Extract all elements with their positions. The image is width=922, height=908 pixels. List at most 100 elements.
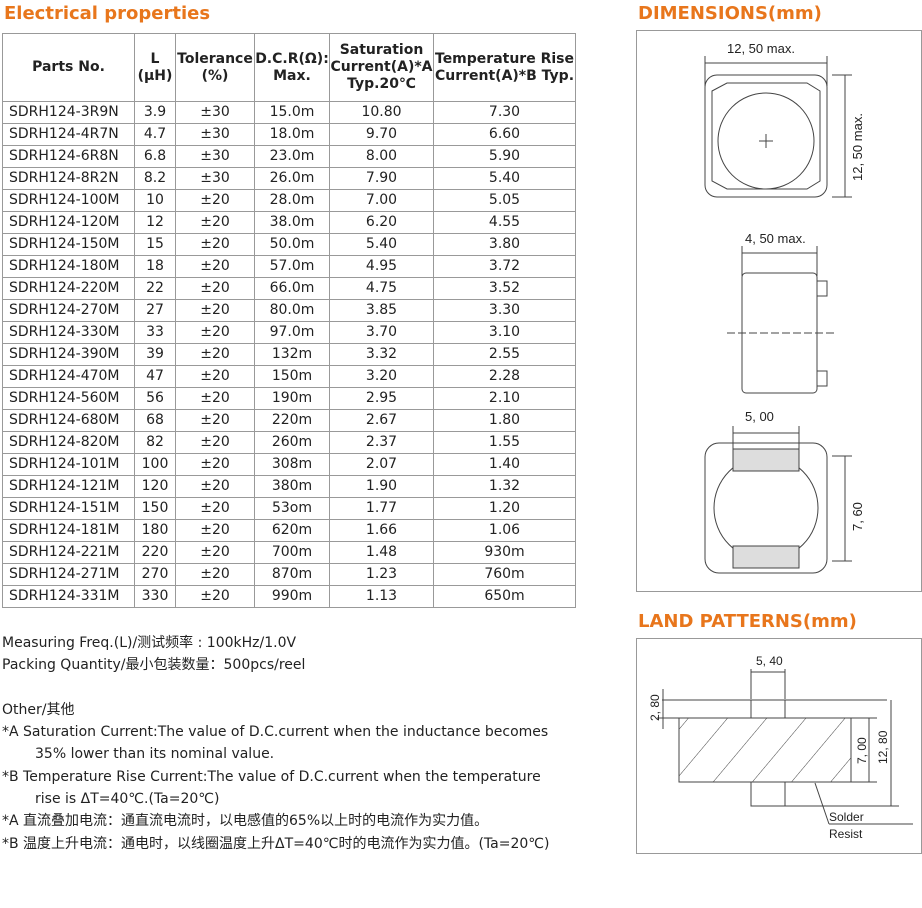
table-row: SDRH124-180M 18 ±20 57.0m 4.95 3.72 — [2, 255, 576, 278]
table-cell: SDRH124-3R9N — [2, 101, 135, 124]
table-cell: 22 — [134, 277, 176, 300]
table-cell: 2.28 — [433, 365, 576, 388]
table-cell: SDRH124-181M — [2, 519, 135, 542]
note-a-cn: *A 直流叠加电流：通直流电流时，以电感值的65%以上时的电流作为实力值。 — [2, 813, 489, 830]
table-row: SDRH124-220M 22 ±20 66.0m 4.75 3.52 — [2, 277, 576, 300]
table-cell: 7.90 — [329, 167, 434, 190]
packing-quantity: Packing Quantity/最小包装数量：500pcs/reel — [2, 657, 306, 674]
table-cell: 4.95 — [329, 255, 434, 278]
table-cell: 2.10 — [433, 387, 576, 410]
land-patterns-drawing: 5, 40 2, 80 7, 00 12, 80 Solder Resist — [636, 638, 922, 854]
table-cell: 57.0m — [254, 255, 330, 278]
table-row: SDRH124-680M 68 ±20 220m 2.67 1.80 — [2, 409, 576, 432]
table-cell: ±20 — [175, 321, 255, 344]
table-cell: 270 — [134, 563, 176, 586]
table-cell: 15.0m — [254, 101, 330, 124]
table-cell: SDRH124-150M — [2, 233, 135, 256]
table-cell: 80.0m — [254, 299, 330, 322]
notes: Measuring Freq.(L)/测试频率 : 100kHz/1.0V Pa… — [2, 632, 549, 855]
note-b-cont: rise is ΔT=40℃.(Ta=20℃) — [35, 791, 220, 808]
table-cell: 1.20 — [433, 497, 576, 520]
table-cell: ±20 — [175, 453, 255, 476]
note-b-cn: *B 温度上升电流：通电时，以线圈温度上升ΔT=40℃时的电流作为实力值。(Ta… — [2, 835, 550, 852]
table-row: SDRH124-181M 180 ±20 620m 1.66 1.06 — [2, 519, 576, 542]
dimensions-drawing: 12, 50 max. 12, 50 max. 4, 50 max. 5, 00… — [636, 30, 922, 592]
dim-pad-width-label: 5, 00 — [745, 409, 774, 424]
table-cell: 33 — [134, 321, 176, 344]
table-row: SDRH124-120M 12 ±20 38.0m 6.20 4.55 — [2, 211, 576, 234]
table-cell: ±20 — [175, 409, 255, 432]
table-cell: 870m — [254, 563, 330, 586]
table-cell: 9.70 — [329, 123, 434, 146]
table-cell: 56 — [134, 387, 176, 410]
table-cell: 18.0m — [254, 123, 330, 146]
table-cell: 120 — [134, 475, 176, 498]
table-cell: 132m — [254, 343, 330, 366]
electrical-properties-table: Parts No. L (μH) Tolerance (%) D.C.R(Ω): Ma… — [2, 33, 576, 608]
note-a: *A Saturation Current:The value of D.C.c… — [2, 724, 549, 741]
table-cell: SDRH124-330M — [2, 321, 135, 344]
table-cell: 82 — [134, 431, 176, 454]
table-cell: 28.0m — [254, 189, 330, 212]
table-cell: 760m — [433, 563, 576, 586]
table-cell: 3.30 — [433, 299, 576, 322]
table-cell: 930m — [433, 541, 576, 564]
table-cell: 2.37 — [329, 431, 434, 454]
table-row: SDRH124-221M 220 ±20 700m 1.48 930m — [2, 541, 576, 564]
table-cell: 12 — [134, 211, 176, 234]
table-row: SDRH124-101M 100 ±20 308m 2.07 1.40 — [2, 453, 576, 476]
table-cell: 990m — [254, 585, 330, 608]
table-cell: 220 — [134, 541, 176, 564]
table-cell: SDRH124-8R2N — [2, 167, 135, 190]
land-a-label: 2, 80 — [648, 694, 662, 721]
dim-pad-height-label: 7, 60 — [850, 502, 865, 531]
table-cell: 100 — [134, 453, 176, 476]
table-cell: 650m — [433, 585, 576, 608]
table-cell: ±20 — [175, 519, 255, 542]
table-cell: 700m — [254, 541, 330, 564]
table-cell: SDRH124-331M — [2, 585, 135, 608]
table-cell: 1.77 — [329, 497, 434, 520]
table-cell: 260m — [254, 431, 330, 454]
table-cell: SDRH124-180M — [2, 255, 135, 278]
table-cell: 27 — [134, 299, 176, 322]
table-cell: ±20 — [175, 497, 255, 520]
table-cell: 6.20 — [329, 211, 434, 234]
table-row: SDRH124-331M 330 ±20 990m 1.13 650m — [2, 585, 576, 608]
table-cell: 38.0m — [254, 211, 330, 234]
table-cell: 150m — [254, 365, 330, 388]
column-header: Temperature Rise Current(A)*B Typ. — [433, 33, 576, 102]
table-cell: 5.90 — [433, 145, 576, 168]
electrical-properties-title: Electrical properties — [4, 3, 211, 24]
table-cell: 4.75 — [329, 277, 434, 300]
table-cell: ±20 — [175, 585, 255, 608]
table-cell: 3.72 — [433, 255, 576, 278]
land-c-label: 12, 80 — [876, 730, 890, 764]
table-cell: 380m — [254, 475, 330, 498]
table-cell: 220m — [254, 409, 330, 432]
table-cell: 4.7 — [134, 123, 176, 146]
table-cell: 97.0m — [254, 321, 330, 344]
table-cell: 1.55 — [433, 431, 576, 454]
table-cell: 1.80 — [433, 409, 576, 432]
land-width-label: 5, 40 — [756, 654, 783, 668]
table-cell: ±20 — [175, 387, 255, 410]
table-row: SDRH124-6R8N 6.8 ±30 23.0m 8.00 5.90 — [2, 145, 576, 168]
table-cell: 47 — [134, 365, 176, 388]
table-cell: 1.06 — [433, 519, 576, 542]
table-cell: ±20 — [175, 431, 255, 454]
table-cell: ±20 — [175, 365, 255, 388]
table-cell: 620m — [254, 519, 330, 542]
table-cell: 4.55 — [433, 211, 576, 234]
table-cell: ±20 — [175, 299, 255, 322]
table-cell: 66.0m — [254, 277, 330, 300]
table-cell: 5.05 — [433, 189, 576, 212]
table-row: SDRH124-470M 47 ±20 150m 3.20 2.28 — [2, 365, 576, 388]
dim-thickness-label: 4, 50 max. — [745, 231, 806, 246]
table-cell: SDRH124-101M — [2, 453, 135, 476]
table-cell: ±20 — [175, 541, 255, 564]
table-cell: ±20 — [175, 563, 255, 586]
table-cell: 3.70 — [329, 321, 434, 344]
table-cell: 3.32 — [329, 343, 434, 366]
table-cell: 2.55 — [433, 343, 576, 366]
